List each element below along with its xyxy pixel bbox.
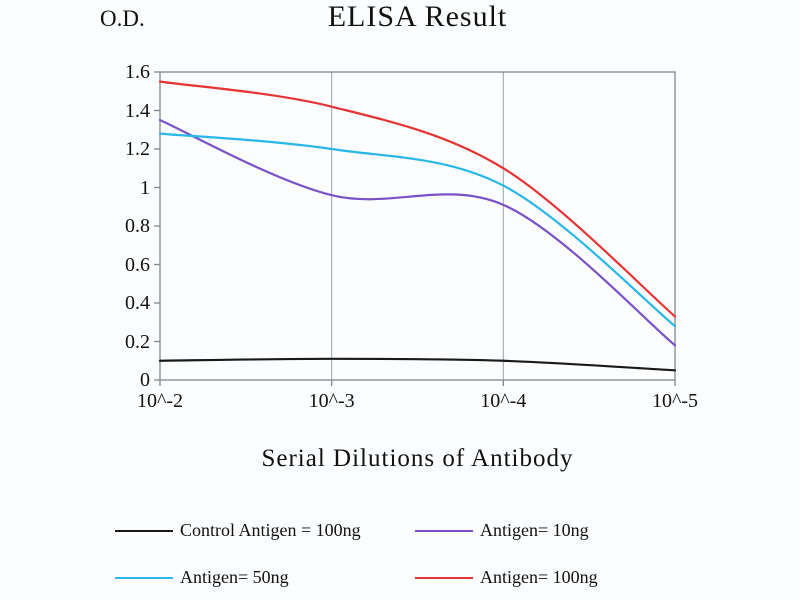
y-tick-label: 1 [140,176,150,199]
y-tick-label: 0.4 [125,292,150,314]
legend-item-antigen-100ng: Antigen= 100ng [415,567,705,588]
legend-line-antigen-100ng [415,576,473,579]
series-line [158,357,677,372]
y-axis-title: O.D. [100,6,145,31]
x-tick-label: 10^-5 [651,390,699,412]
y-tick-label: 1.4 [125,99,150,122]
legend: Control Antigen = 100ng Antigen= 10ng An… [115,520,705,588]
x-tick-label: 10^-4 [480,390,527,412]
x-axis-title: Serial Dilutions of Antibody [261,445,574,472]
legend-line-antigen-10ng [415,529,473,532]
legend-label: Control Antigen = 100ng [180,520,361,540]
chart-title: ELISA Result [327,0,508,33]
y-tick-label: 0.8 [125,215,150,237]
x-tick-label: 10^-2 [136,390,184,412]
y-tick-label: 0.6 [125,253,150,276]
series-line [158,132,677,328]
series-line [158,119,677,347]
legend-line-control-antigen [115,529,173,532]
series-line [158,80,677,318]
legend-item-antigen-50ng: Antigen= 50ng [115,567,415,588]
y-tick-label: 0 [140,369,150,391]
y-tick-label: 0.2 [125,330,150,353]
legend-label: Antigen= 50ng [180,567,289,587]
legend-item-antigen-10ng: Antigen= 10ng [415,520,705,541]
y-tick-label: 1.2 [125,138,150,160]
legend-item-control-antigen: Control Antigen = 100ng [115,520,415,541]
legend-label: Antigen= 10ng [480,520,589,540]
x-tick-label: 10^-3 [308,390,355,412]
elisa-line-chart [154,71,677,386]
y-tick-label: 1.6 [125,61,150,83]
legend-label: Antigen= 100ng [480,567,598,587]
legend-line-antigen-50ng [115,576,173,579]
